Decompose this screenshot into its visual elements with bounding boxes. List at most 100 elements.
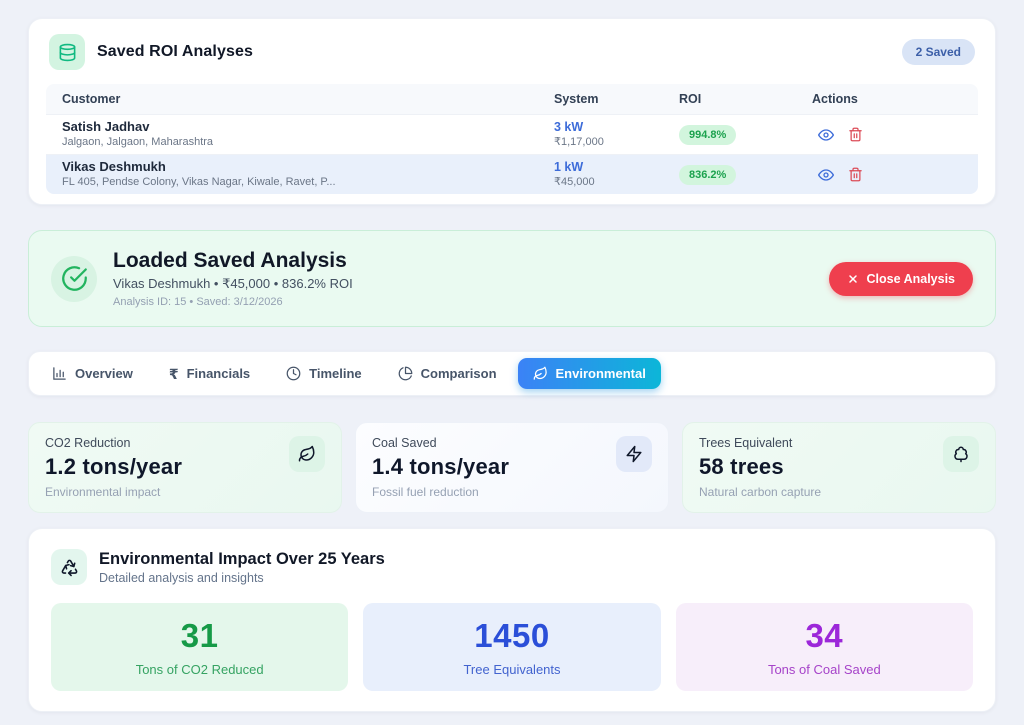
trash-icon <box>849 127 862 142</box>
eye-icon <box>818 128 834 141</box>
tab-bar: Overview ₹ Financials Timeline Compariso… <box>28 351 996 396</box>
table-header-row: Customer System ROI Actions <box>46 84 978 114</box>
close-icon <box>848 274 857 283</box>
impact-header-text: Environmental Impact Over 25 Years Detai… <box>99 550 385 585</box>
tab-financials-label: Financials <box>186 366 251 381</box>
stat-label: CO2 Reduction <box>45 436 131 450</box>
tab-overview[interactable]: Overview <box>37 358 148 389</box>
stat-value: 1.4 tons/year <box>372 454 510 479</box>
customer-cell: Vikas Deshmukh FL 405, Pendse Colony, Vi… <box>62 159 554 190</box>
stat-cards-row: CO2 Reduction 1.2 tons/year Environmenta… <box>28 422 996 513</box>
impact-subtitle: Detailed analysis and insights <box>99 570 264 585</box>
impact-title: Environmental Impact Over 25 Years <box>99 549 385 568</box>
stat-label: Tons of CO2 Reduced <box>135 662 264 677</box>
customer-name: Satish Jadhav <box>62 119 150 135</box>
co2-reduction-card: CO2 Reduction 1.2 tons/year Environmenta… <box>28 422 342 513</box>
view-analysis-button[interactable] <box>818 167 834 183</box>
customer-address: FL 405, Pendse Colony, Vikas Nagar, Kiwa… <box>62 176 336 189</box>
impact-header: Environmental Impact Over 25 Years Detai… <box>51 549 973 585</box>
actions-cell <box>812 167 962 183</box>
saved-analyses-table: Customer System ROI Actions Satish Jadha… <box>46 84 978 194</box>
system-size: 3 kW <box>554 119 584 134</box>
tab-overview-label: Overview <box>75 366 133 381</box>
trees-equivalent-card: Trees Equivalent 58 trees Natural carbon… <box>682 422 996 513</box>
coal-saved-text: Coal Saved 1.4 tons/year Fossil fuel red… <box>372 436 509 499</box>
close-analysis-button[interactable]: Close Analysis <box>828 261 973 296</box>
view-analysis-button[interactable] <box>818 127 834 143</box>
trees-equivalent-text: Trees Equivalent 58 trees Natural carbon… <box>699 436 821 499</box>
stat-value: 1.2 tons/year <box>45 454 183 479</box>
loaded-analysis-banner: Loaded Saved Analysis Vikas Deshmukh • ₹… <box>28 230 996 327</box>
system-size: 1 kW <box>554 159 584 174</box>
saved-analyses-card: Saved ROI Analyses 2 Saved Customer Syst… <box>28 18 996 205</box>
saved-analyses-header: Saved ROI Analyses 2 Saved <box>46 34 978 84</box>
system-price: ₹45,000 <box>554 176 595 189</box>
table-row-selected[interactable]: Vikas Deshmukh FL 405, Pendse Colony, Vi… <box>46 154 978 194</box>
column-system: System <box>554 92 599 106</box>
tab-timeline-label: Timeline <box>309 366 362 381</box>
delete-analysis-button[interactable] <box>848 127 863 142</box>
column-customer: Customer <box>62 92 121 106</box>
tab-timeline[interactable]: Timeline <box>271 358 377 389</box>
roi-cell: 994.8% <box>679 124 812 145</box>
delete-analysis-button[interactable] <box>848 167 863 182</box>
customer-address: Jalgaon, Jalgaon, Maharashtra <box>62 136 214 149</box>
check-circle-icon <box>51 255 97 302</box>
tab-comparison[interactable]: Comparison <box>383 358 512 389</box>
actions-cell <box>812 127 962 143</box>
close-analysis-label: Close Analysis <box>866 271 955 286</box>
loaded-analysis-title: Loaded Saved Analysis <box>113 249 347 272</box>
zap-icon <box>616 436 652 472</box>
co2-reduction-text: CO2 Reduction 1.2 tons/year Environmenta… <box>45 436 182 499</box>
roi-badge: 836.2% <box>679 164 737 185</box>
loaded-analysis-subtitle: Vikas Deshmukh • ₹45,000 • 836.2% ROI <box>113 276 353 291</box>
system-price: ₹1,17,000 <box>554 136 604 149</box>
tab-financials[interactable]: ₹ Financials <box>154 358 265 389</box>
column-roi: ROI <box>679 92 702 106</box>
saved-count-badge: 2 Saved <box>901 39 975 65</box>
customer-name: Vikas Deshmukh <box>62 159 166 175</box>
impact-stats-grid: 31 Tons of CO2 Reduced 1450 Tree Equival… <box>51 603 973 691</box>
system-cell: 3 kW ₹1,17,000 <box>554 120 679 150</box>
eye-icon <box>818 168 834 181</box>
customer-cell: Satish Jadhav Jalgaon, Jalgaon, Maharash… <box>62 119 554 150</box>
tab-environmental[interactable]: Environmental <box>517 358 661 389</box>
roi-cell: 836.2% <box>679 164 812 185</box>
stat-value: 31 <box>180 617 219 654</box>
co2-reduced-stat: 31 Tons of CO2 Reduced <box>51 603 349 691</box>
trash-icon <box>849 167 862 182</box>
stat-label: Tons of Coal Saved <box>767 662 881 677</box>
clock-icon <box>286 366 301 381</box>
leaf-icon <box>533 366 547 380</box>
bar-chart-icon <box>53 367 66 380</box>
stat-value: 58 trees <box>699 454 784 479</box>
column-actions: Actions <box>812 92 858 106</box>
stat-label: Tree Equivalents <box>463 662 561 677</box>
stat-subtext: Natural carbon capture <box>699 485 822 499</box>
stat-label: Coal Saved <box>372 436 437 450</box>
system-cell: 1 kW ₹45,000 <box>554 160 679 190</box>
stat-label: Trees Equivalent <box>699 436 793 450</box>
pie-chart-icon <box>398 366 413 381</box>
tab-environmental-label: Environmental <box>555 366 646 381</box>
saved-analyses-title: Saved ROI Analyses <box>97 43 253 60</box>
tree-equivalents-stat: 1450 Tree Equivalents <box>363 603 661 691</box>
stat-value: 34 <box>805 617 844 654</box>
leaf-icon <box>289 436 325 472</box>
coal-saved-card: Coal Saved 1.4 tons/year Fossil fuel red… <box>355 422 669 513</box>
coal-saved-stat: 34 Tons of Coal Saved <box>675 603 973 691</box>
tab-comparison-label: Comparison <box>420 366 497 381</box>
roi-badge: 994.8% <box>679 124 737 145</box>
recycle-icon <box>51 549 87 585</box>
database-icon <box>49 34 85 70</box>
environmental-impact-card: Environmental Impact Over 25 Years Detai… <box>28 528 996 712</box>
table-row[interactable]: Satish Jadhav Jalgaon, Jalgaon, Maharash… <box>46 114 978 154</box>
tree-icon <box>943 436 979 472</box>
stat-value: 1450 <box>474 617 550 654</box>
stat-subtext: Environmental impact <box>45 485 161 499</box>
loaded-analysis-info: Loaded Saved Analysis Vikas Deshmukh • ₹… <box>113 249 353 308</box>
loaded-analysis-meta: Analysis ID: 15 • Saved: 3/12/2026 <box>113 296 283 308</box>
stat-subtext: Fossil fuel reduction <box>372 485 479 499</box>
rupee-icon: ₹ <box>168 365 179 382</box>
